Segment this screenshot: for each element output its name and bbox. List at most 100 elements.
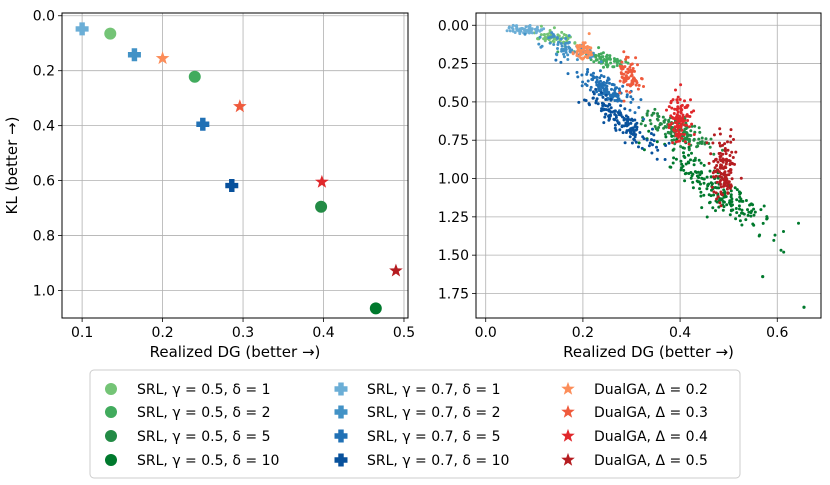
- data-point: [630, 141, 634, 145]
- data-point: [690, 122, 694, 126]
- data-point: [719, 178, 723, 182]
- data-point: [683, 140, 687, 144]
- data-point: [597, 46, 601, 50]
- data-point: [679, 145, 683, 148]
- data-point: [642, 85, 645, 88]
- x-tick-label: 0.3: [232, 325, 254, 341]
- data-point: [633, 138, 636, 142]
- data-point: [712, 175, 715, 179]
- data-point: [617, 113, 621, 117]
- data-point: [104, 27, 117, 40]
- data-point: [740, 199, 744, 203]
- data-point: [603, 115, 607, 119]
- data-point: [733, 162, 736, 166]
- data-point: [692, 137, 696, 141]
- data-point: [692, 133, 696, 136]
- data-point: [721, 200, 725, 203]
- data-point: [552, 43, 556, 46]
- data-point: [601, 55, 605, 59]
- x-tick-label: 0.2: [151, 325, 173, 341]
- data-point: [797, 221, 800, 225]
- legend-marker: [561, 404, 575, 418]
- data-point: [657, 126, 661, 129]
- x-axis-label: Realized DG (better →): [563, 343, 734, 361]
- data-point: [621, 131, 625, 135]
- data-point: [75, 22, 89, 36]
- data-point: [700, 176, 704, 180]
- data-point: [709, 137, 713, 141]
- data-point: [623, 141, 627, 145]
- data-point: [530, 28, 533, 32]
- data-point: [714, 186, 717, 189]
- data-point: [625, 55, 628, 59]
- data-point: [682, 137, 686, 141]
- data-point: [680, 103, 684, 107]
- legend-marker: [105, 406, 117, 418]
- data-point: [543, 33, 547, 36]
- data-point: [726, 148, 730, 152]
- data-point: [576, 75, 580, 79]
- data-point: [552, 40, 556, 44]
- data-point: [513, 31, 517, 34]
- data-point: [737, 204, 741, 208]
- data-point: [590, 53, 594, 57]
- data-point: [730, 177, 734, 181]
- y-tick-label: 0.2: [33, 64, 55, 80]
- data-point: [676, 101, 680, 105]
- legend-label: SRL, γ = 0.5, δ = 1: [137, 382, 271, 398]
- data-point: [567, 34, 571, 38]
- data-point: [518, 32, 522, 36]
- data-point: [739, 176, 743, 180]
- data-point: [188, 70, 201, 83]
- data-point: [629, 100, 633, 104]
- data-point: [685, 135, 689, 139]
- data-point: [702, 177, 706, 181]
- data-point: [602, 81, 606, 84]
- data-point: [605, 65, 609, 69]
- data-point: [639, 98, 643, 102]
- data-point: [601, 95, 605, 99]
- data-point: [687, 172, 691, 175]
- data-point: [752, 213, 756, 217]
- data-point: [663, 118, 667, 122]
- data-point: [729, 140, 733, 144]
- data-point: [679, 159, 683, 163]
- data-point: [699, 194, 703, 198]
- data-point: [599, 91, 603, 95]
- data-point: [637, 106, 641, 109]
- data-point: [668, 165, 672, 169]
- data-point: [673, 121, 677, 125]
- data-point: [619, 71, 623, 75]
- data-point: [728, 163, 732, 167]
- data-point: [598, 69, 602, 73]
- legend-marker: [334, 453, 348, 467]
- data-point: [672, 128, 676, 132]
- data-point: [613, 123, 617, 127]
- data-point: [389, 263, 403, 277]
- data-point: [505, 29, 509, 33]
- data-point: [697, 176, 701, 180]
- data-point: [698, 140, 702, 144]
- data-point: [539, 24, 543, 28]
- x-tick-label: 0.0: [475, 325, 497, 341]
- data-point: [729, 209, 733, 213]
- data-point: [511, 27, 515, 31]
- data-point: [722, 188, 726, 192]
- data-point: [602, 75, 606, 79]
- legend-marker: [561, 381, 575, 395]
- data-point: [636, 63, 639, 67]
- data-point: [595, 90, 599, 94]
- data-point: [716, 195, 720, 199]
- data-point: [710, 185, 714, 189]
- data-point: [761, 221, 765, 225]
- data-point: [719, 182, 722, 186]
- data-point: [709, 181, 713, 185]
- data-point: [594, 80, 598, 84]
- y-tick-label: 0.4: [33, 119, 55, 135]
- data-point: [536, 37, 540, 41]
- data-point: [728, 186, 732, 190]
- data-point: [604, 98, 608, 101]
- data-point: [710, 188, 713, 192]
- data-point: [648, 141, 652, 145]
- data-point: [609, 113, 612, 117]
